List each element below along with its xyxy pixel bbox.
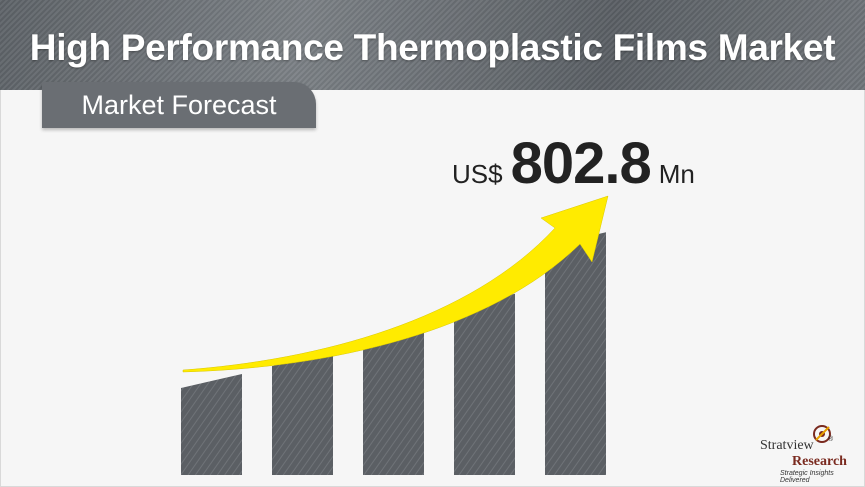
bar xyxy=(363,329,424,475)
logo-tagline: Strategic Insights Delivered xyxy=(780,470,834,484)
bar xyxy=(545,232,606,475)
forecast-number: 802.8 xyxy=(510,131,652,196)
forecast-currency: US$ xyxy=(452,159,503,189)
trend-arrow xyxy=(182,195,609,373)
subtitle-box: Market Forecast xyxy=(42,82,316,128)
bars-group xyxy=(181,232,606,475)
header-band xyxy=(0,0,865,90)
forecast-unit: Mn xyxy=(658,159,695,189)
bar xyxy=(454,293,515,475)
page-title: High Performance Thermoplastic Films Mar… xyxy=(29,27,836,68)
bar xyxy=(272,352,333,475)
subtitle-text: Market Forecast xyxy=(81,90,277,120)
logo-registered-mark: ® xyxy=(828,436,834,443)
bar xyxy=(181,373,242,475)
logo-name-part2: Research xyxy=(792,454,847,469)
logo-name-part1: Stratview xyxy=(760,438,814,453)
forecast-value: US$ 802.8 Mn xyxy=(452,130,695,196)
logo-target-icon xyxy=(813,425,831,443)
stratview-logo: Stratview ® Research Strategic Insights … xyxy=(760,424,860,484)
